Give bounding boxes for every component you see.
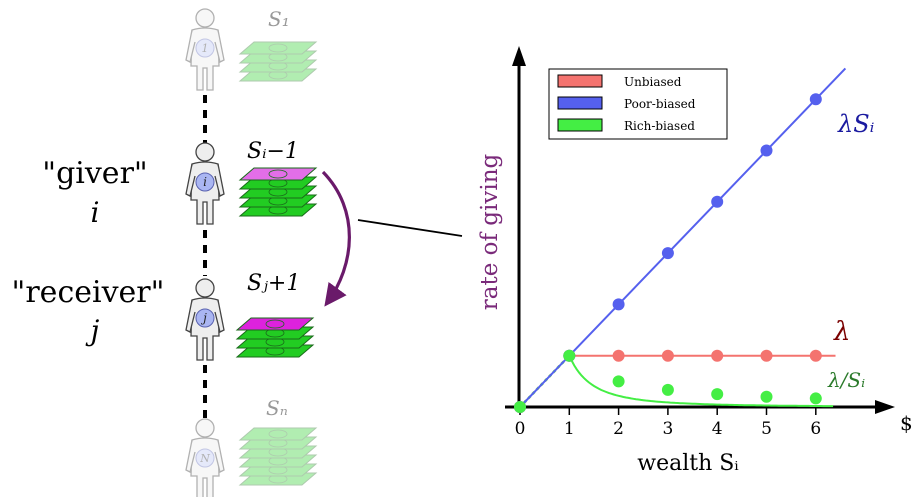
point-rich-biased <box>563 349 576 362</box>
point-unbiased <box>760 349 773 362</box>
point-poor-biased <box>612 298 625 311</box>
x-axis-arrowhead <box>875 400 895 414</box>
point-rich-biased <box>612 375 625 388</box>
curve-rich-biased <box>568 355 834 408</box>
money-stack-first <box>238 41 318 82</box>
stack-label-giver: Sᵢ−1 <box>247 139 299 164</box>
stack-label-first: S₁ <box>268 7 290 31</box>
banknote <box>238 68 318 82</box>
curve-poor-biased <box>519 67 847 408</box>
point-unbiased <box>711 349 724 362</box>
money-stacks <box>235 41 318 486</box>
point-unbiased <box>661 349 674 362</box>
giver-role-label: "giver" <box>42 156 147 191</box>
banknote-seal <box>268 52 288 62</box>
banknote <box>238 50 318 64</box>
money-stack-last <box>238 427 318 486</box>
agents-panel: 1 i j N S₁ Sᵢ−1 <box>12 7 463 497</box>
legend-swatch-unbiased <box>557 74 603 88</box>
x-tick-label: 1 <box>564 419 575 439</box>
banknote-seal <box>268 456 288 466</box>
person-badge: N <box>199 452 210 465</box>
point-poor-biased <box>760 144 773 157</box>
person-icon-first: 1 <box>185 8 225 91</box>
legend: Unbiased Poor-biased Rich-biased <box>548 68 728 140</box>
banknote <box>238 472 318 486</box>
point-unbiased <box>809 349 822 362</box>
point-unbiased <box>612 349 625 362</box>
x-tick-label: 0 <box>515 419 526 439</box>
legend-label-rich-biased: Rich-biased <box>624 119 695 133</box>
person-icon-giver: i <box>185 142 225 225</box>
legend-swatch-poor-biased <box>557 96 603 110</box>
legend-swatch-rich-biased <box>557 118 603 132</box>
giver-symbol: i <box>91 196 100 229</box>
x-tick-label: 4 <box>712 419 723 439</box>
person-icon-last: N <box>185 418 225 497</box>
banknote <box>235 317 315 331</box>
y-axis-arrowhead <box>512 46 526 66</box>
banknote-seal <box>268 70 288 80</box>
banknote-seal <box>268 474 288 484</box>
x-tick-label: 6 <box>810 419 821 439</box>
point-poor-biased <box>809 93 822 106</box>
stack-label-last: Sₙ <box>266 396 288 420</box>
banknote <box>238 436 318 450</box>
money-stack-receiver <box>235 317 315 358</box>
person-badge: 1 <box>202 42 209 55</box>
y-axis-label: rate of giving <box>477 153 503 310</box>
person-badge: i <box>203 175 207 189</box>
banknote-seal <box>268 61 288 71</box>
banknote <box>238 427 318 441</box>
x-ticks: 0 1 2 3 4 5 6 <box>515 407 821 439</box>
banknote-seal <box>268 169 288 179</box>
receiver-role-label: "receiver" <box>12 275 165 310</box>
banknote-seal <box>268 429 288 439</box>
person-icon-receiver: j <box>185 278 225 361</box>
curve-label-rich-biased: λ/Sᵢ <box>827 368 865 392</box>
x-tick-label: 3 <box>662 419 673 439</box>
x-tick-label: 5 <box>761 419 772 439</box>
banknote <box>238 59 318 73</box>
point-rich-biased <box>661 383 674 396</box>
point-rich-biased <box>514 401 526 413</box>
point-rich-biased <box>809 392 822 405</box>
person-badge: j <box>200 311 207 325</box>
x-axis-end-label: $ <box>900 411 913 435</box>
receiver-symbol: j <box>85 314 100 347</box>
banknote-seal <box>268 465 288 475</box>
banknote <box>238 41 318 55</box>
banknote <box>238 463 318 477</box>
banknote <box>238 454 318 468</box>
money-stack-giver <box>238 167 318 217</box>
legend-label-unbiased: Unbiased <box>624 75 682 89</box>
banknote-seal <box>265 319 285 329</box>
point-poor-biased <box>661 247 674 260</box>
banknote-seal <box>268 438 288 448</box>
curve-label-unbiased: λ <box>833 317 850 347</box>
legend-label-poor-biased: Poor-biased <box>624 97 696 111</box>
curve-label-poor-biased: λSᵢ <box>837 110 875 138</box>
banknote-seal <box>268 447 288 457</box>
series-points <box>514 93 822 413</box>
x-tick-label: 2 <box>613 419 624 439</box>
giving-rate-chart: $ 0 1 2 3 4 5 6 wealth Sᵢ rate of giving λSᵢ λ… <box>477 46 913 476</box>
point-rich-biased <box>711 388 724 401</box>
banknote-seal <box>268 43 288 53</box>
banknote <box>238 445 318 459</box>
stack-label-receiver: Sⱼ+1 <box>247 271 300 296</box>
banknote <box>238 167 318 181</box>
x-axis-label: wealth Sᵢ <box>637 451 739 476</box>
point-rich-biased <box>760 390 773 403</box>
point-poor-biased <box>711 195 724 208</box>
transfer-arrow <box>321 170 351 307</box>
connector-line <box>357 219 463 237</box>
